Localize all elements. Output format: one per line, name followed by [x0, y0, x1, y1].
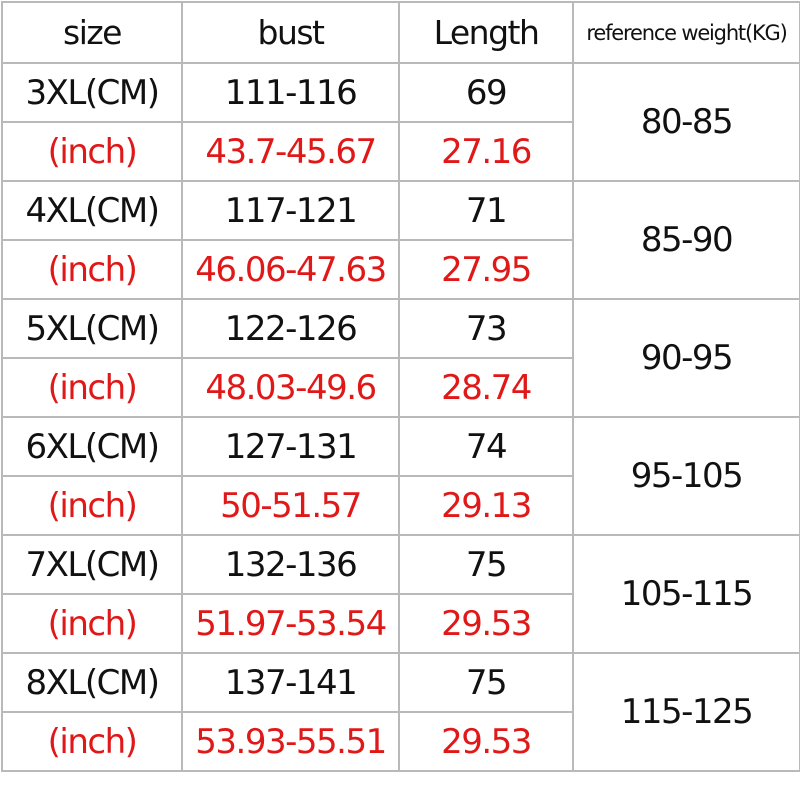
- table-row-inch: (inch) 43.7-45.67 27.16: [1, 121, 800, 182]
- inch-label-cell: (inch): [1, 239, 183, 300]
- length-cm-cell: 75: [398, 652, 574, 713]
- table-row-cm: 7XL(CM) 132-136 75 105-115: [1, 534, 800, 654]
- reference-weight-cell: 95-105: [572, 416, 800, 536]
- inch-label-cell: (inch): [1, 357, 183, 418]
- reference-weight-cell: 105-115: [572, 534, 800, 654]
- table-row-cm: 6XL(CM) 127-131 74 95-105: [1, 416, 800, 536]
- reference-weight-cell: 90-95: [572, 298, 800, 418]
- size-cm-cell: 4XL(CM): [1, 180, 183, 241]
- header-reference-weight: reference weight(KG): [572, 1, 800, 64]
- header-bust: bust: [181, 1, 400, 64]
- table-row-cm: 3XL(CM) 111-116 69 80-85: [1, 62, 800, 182]
- bust-cm-cell: 111-116: [181, 62, 400, 123]
- length-inch-cell: 29.53: [398, 593, 574, 654]
- bust-inch-cell: 43.7-45.67: [181, 121, 400, 182]
- size-chart-table: size bust Length reference weight(KG) 3X…: [1, 1, 800, 772]
- inch-label-cell: (inch): [1, 711, 183, 772]
- table-row-inch: (inch) 46.06-47.63 27.95: [1, 239, 800, 300]
- size-cm-cell: 5XL(CM): [1, 298, 183, 359]
- bust-inch-cell: 46.06-47.63: [181, 239, 400, 300]
- size-cm-cell: 8XL(CM): [1, 652, 183, 713]
- table-row-cm: 5XL(CM) 122-126 73 90-95: [1, 298, 800, 418]
- reference-weight-cell: 115-125: [572, 652, 800, 772]
- bust-inch-cell: 50-51.57: [181, 475, 400, 536]
- length-inch-cell: 27.16: [398, 121, 574, 182]
- table-row-inch: (inch) 51.97-53.54 29.53: [1, 593, 800, 654]
- bust-cm-cell: 132-136: [181, 534, 400, 595]
- bust-inch-cell: 53.93-55.51: [181, 711, 400, 772]
- table-row-inch: (inch) 53.93-55.51 29.53: [1, 711, 800, 772]
- bust-cm-cell: 137-141: [181, 652, 400, 713]
- table-row-cm: 4XL(CM) 117-121 71 85-90: [1, 180, 800, 300]
- length-cm-cell: 71: [398, 180, 574, 241]
- header-length: Length: [398, 1, 574, 64]
- size-cm-cell: 3XL(CM): [1, 62, 183, 123]
- table-row-inch: (inch) 50-51.57 29.13: [1, 475, 800, 536]
- size-cm-cell: 6XL(CM): [1, 416, 183, 477]
- size-cm-cell: 7XL(CM): [1, 534, 183, 595]
- table-row-cm: 8XL(CM) 137-141 75 115-125: [1, 652, 800, 772]
- length-cm-cell: 73: [398, 298, 574, 359]
- length-cm-cell: 74: [398, 416, 574, 477]
- inch-label-cell: (inch): [1, 593, 183, 654]
- header-row: size bust Length reference weight(KG): [1, 1, 800, 64]
- bust-inch-cell: 51.97-53.54: [181, 593, 400, 654]
- length-inch-cell: 27.95: [398, 239, 574, 300]
- length-cm-cell: 75: [398, 534, 574, 595]
- length-inch-cell: 29.13: [398, 475, 574, 536]
- bust-cm-cell: 122-126: [181, 298, 400, 359]
- length-inch-cell: 29.53: [398, 711, 574, 772]
- table-body: 3XL(CM) 111-116 69 80-85 (inch) 43.7-45.67 27.…: [1, 62, 800, 772]
- length-inch-cell: 28.74: [398, 357, 574, 418]
- bust-cm-cell: 127-131: [181, 416, 400, 477]
- reference-weight-cell: 80-85: [572, 62, 800, 182]
- inch-label-cell: (inch): [1, 475, 183, 536]
- header-size: size: [1, 1, 183, 64]
- inch-label-cell: (inch): [1, 121, 183, 182]
- bust-cm-cell: 117-121: [181, 180, 400, 241]
- bust-inch-cell: 48.03-49.6: [181, 357, 400, 418]
- table-row-inch: (inch) 48.03-49.6 28.74: [1, 357, 800, 418]
- length-cm-cell: 69: [398, 62, 574, 123]
- reference-weight-cell: 85-90: [572, 180, 800, 300]
